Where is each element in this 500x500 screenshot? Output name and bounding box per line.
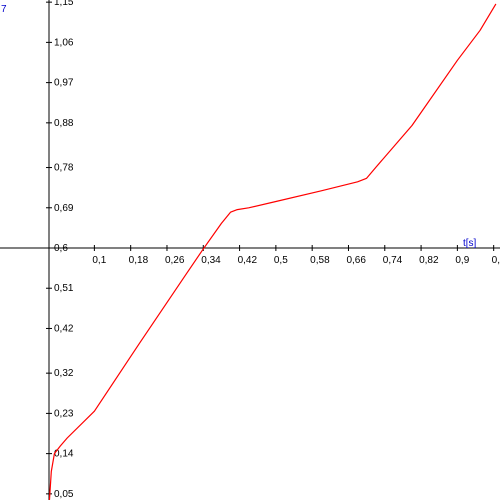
y-tick-label: 0,51 — [54, 283, 74, 294]
x-tick-label: 0,82 — [419, 255, 439, 266]
y-tick-label: 0,32 — [54, 368, 74, 379]
x-tick-label: 0,26 — [165, 255, 185, 266]
y-tick-label: 1,06 — [54, 37, 74, 48]
x-tick-label: 0,42 — [238, 255, 258, 266]
y-tick-label: 0,69 — [54, 203, 74, 214]
y-tick-label: 0,97 — [54, 78, 74, 89]
y-axis-title: 7 — [1, 4, 7, 15]
x-tick-label: 0,5 — [274, 255, 288, 266]
series-line — [49, 4, 496, 500]
y-tick-label: 0,88 — [54, 118, 74, 129]
x-axis-title: t[s] — [463, 238, 477, 249]
tick-labels: 0,1 0,18 0,26 0,34 0,42 0,5 0,58 0,66 0,74 0,82 0,… — [54, 0, 500, 500]
x-tick-label: 0,9 — [492, 255, 500, 266]
x-tick-label: 0,58 — [310, 255, 330, 266]
x-tick-label: 0,1 — [92, 255, 106, 266]
y-tick-label: 0,23 — [54, 408, 74, 419]
series-group — [49, 4, 496, 500]
y-tick-label: 0,05 — [54, 489, 74, 500]
y-tick-label: 0,78 — [54, 163, 74, 174]
x-tick-label: 0,9 — [455, 255, 469, 266]
x-tick-label: 0,66 — [346, 255, 366, 266]
y-tick-label: 1,15 — [54, 0, 74, 8]
y-tick-label: 0,42 — [54, 323, 74, 334]
y-tick-label: 0,6 — [54, 243, 68, 254]
x-tick-label: 0,74 — [383, 255, 403, 266]
x-tick-label: 0,18 — [129, 255, 149, 266]
x-tick-label: 0,34 — [201, 255, 221, 266]
